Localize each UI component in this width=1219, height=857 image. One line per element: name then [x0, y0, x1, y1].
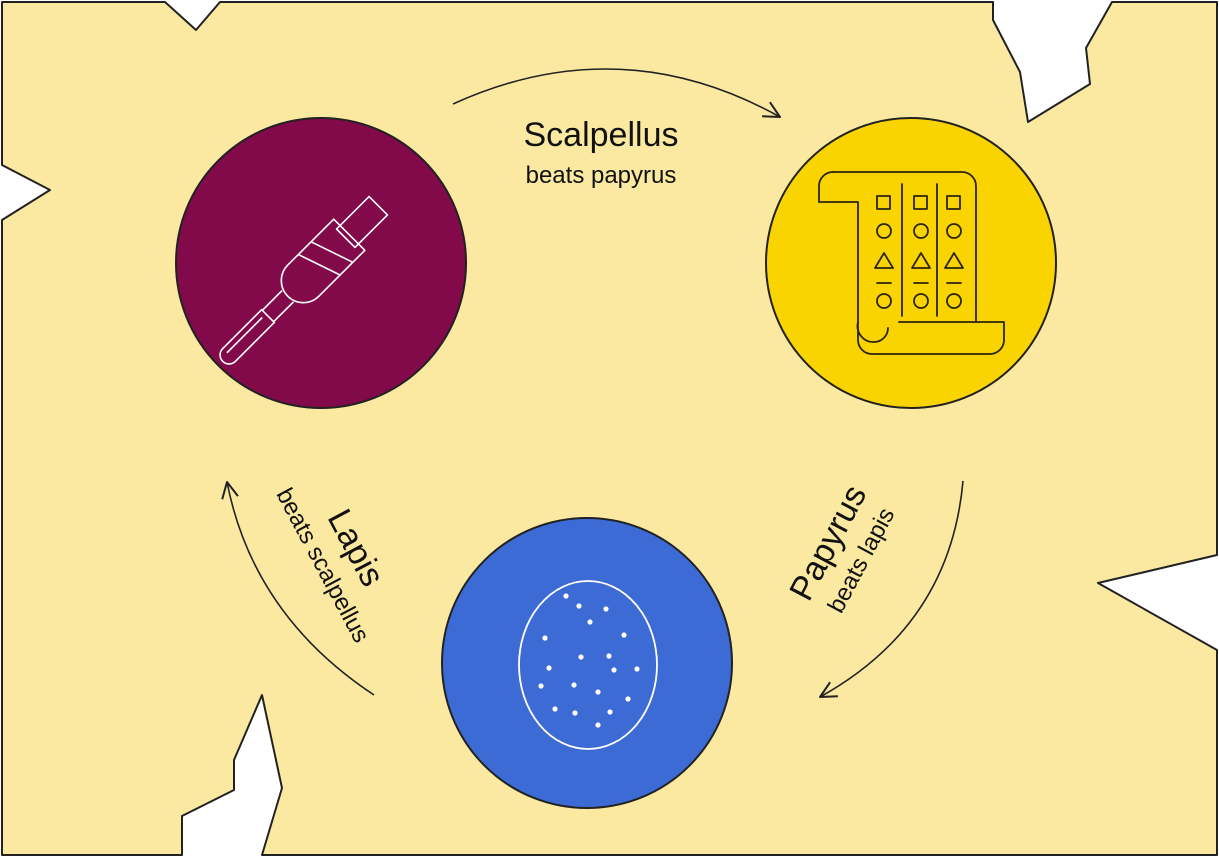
stone-speckle — [606, 653, 612, 659]
stone-speckle — [595, 689, 601, 695]
scroll-icon — [818, 171, 1005, 355]
stone-speckle — [607, 709, 613, 715]
stone-speckle — [546, 665, 552, 671]
arrow-papyrus-to-lapis — [819, 480, 964, 698]
stone-speckle — [571, 682, 577, 688]
node-scalpellus — [175, 117, 467, 409]
stone-speckle — [563, 593, 569, 599]
scalpellus-circle — [175, 117, 467, 409]
node-papyrus — [765, 117, 1057, 409]
arrow-scalpellus-to-papyrus — [452, 68, 781, 118]
stone-speckle — [621, 632, 627, 638]
stone-speckle — [552, 706, 558, 712]
stone-speckle — [634, 666, 640, 672]
stone-speckle — [587, 619, 593, 625]
stone-speckle — [578, 654, 584, 660]
label-scalpellus-beats-papyrus: Scalpellus beats papyrus — [524, 116, 679, 189]
edge-subtitle-scalpellus: beats papyrus — [526, 162, 677, 189]
lapis-circle — [441, 517, 733, 809]
stone-speckle — [538, 683, 544, 689]
stone-icon — [518, 580, 658, 750]
scalpel-icon — [219, 195, 389, 365]
stone-speckle — [625, 696, 631, 702]
node-lapis — [441, 517, 733, 809]
edge-title-scalpellus: Scalpellus — [524, 116, 679, 154]
arrow-lapis-to-scalpellus — [221, 481, 375, 696]
papyrus-circle — [765, 117, 1057, 409]
stone-speckle — [576, 603, 582, 609]
stone-speckle — [595, 722, 601, 728]
stone-speckle — [611, 667, 617, 673]
stone-speckle — [603, 606, 609, 612]
stone-speckle — [572, 710, 578, 716]
stone-speckle — [542, 635, 548, 641]
